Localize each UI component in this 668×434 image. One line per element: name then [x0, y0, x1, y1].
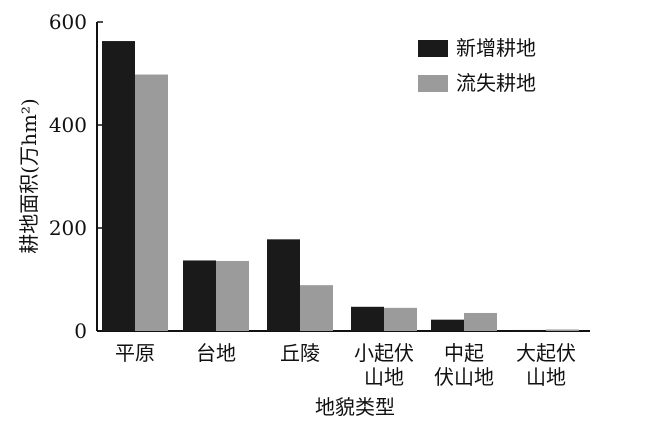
y-tick-label: 0 [74, 319, 87, 343]
x-tick-label: 小起伏 [354, 341, 414, 365]
legend-label-0: 新增耕地 [456, 36, 536, 60]
y-tick-label: 200 [49, 216, 87, 240]
bar-new-0 [102, 41, 135, 332]
bar-new-1 [183, 260, 216, 331]
x-tick-label: 台地 [196, 341, 236, 365]
bar-lost-2 [300, 285, 333, 331]
bar-new-3 [351, 306, 384, 331]
bar-lost-1 [216, 260, 249, 331]
x-tick-label: 伏山地 [434, 365, 494, 389]
x-tick-label: 丘陵 [280, 341, 320, 365]
y-tick-label: 600 [49, 10, 87, 34]
bars [102, 41, 579, 332]
legend-swatch-0 [418, 40, 448, 57]
x-tick-label: 中起 [444, 341, 484, 365]
bar-lost-5 [546, 329, 579, 331]
legend-label-1: 流失耕地 [456, 71, 536, 95]
x-tick-label: 山地 [364, 365, 404, 389]
bar-new-4 [431, 319, 464, 331]
bar-new-2 [267, 239, 300, 331]
y-axis-title: 耕地面积(万hm²) [17, 98, 41, 253]
bar-lost-3 [384, 307, 417, 331]
legend-swatch-1 [418, 75, 448, 92]
y-tick-label: 400 [49, 113, 87, 137]
x-axis-title: 地貌类型 [315, 395, 395, 419]
bar-new-5 [513, 329, 546, 331]
axes: 0 200 400 600 [49, 10, 590, 343]
x-tick-label: 山地 [526, 365, 566, 389]
bar-lost-0 [135, 74, 168, 331]
bar-lost-4 [464, 312, 497, 331]
x-tick-label: 大起伏 [516, 341, 576, 365]
x-tick-label: 平原 [115, 341, 155, 365]
